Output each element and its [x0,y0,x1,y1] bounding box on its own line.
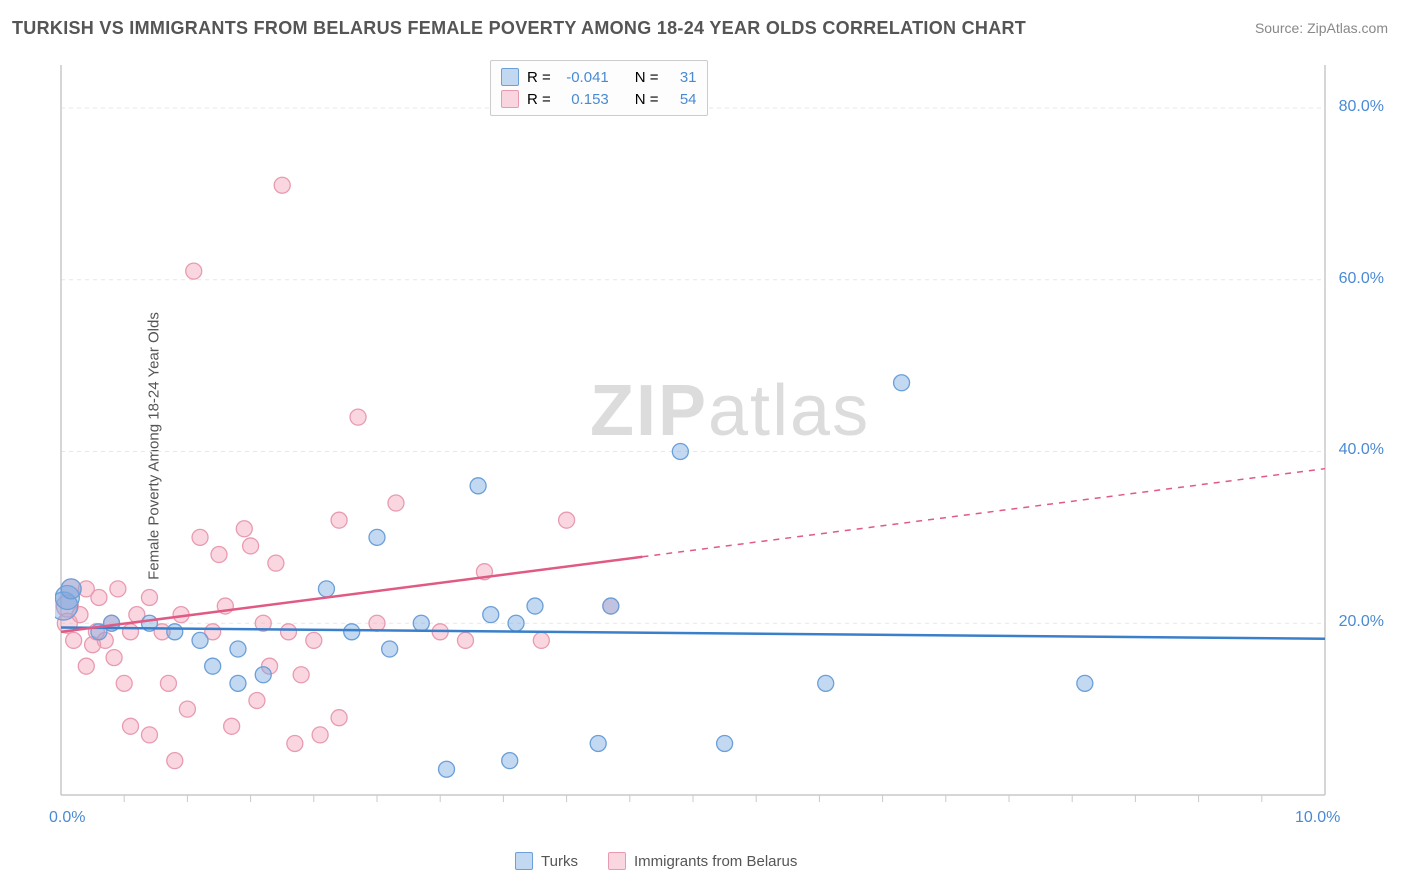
stats-row-belarus: R = 0.153 N = 54 [501,88,697,110]
r-value-belarus: 0.153 [559,91,609,108]
legend-item-belarus: Immigrants from Belarus [608,850,797,872]
swatch-turks [515,852,533,870]
legend-label-turks: Turks [541,853,578,870]
legend-item-turks: Turks [515,850,578,872]
n-value-belarus: 54 [667,91,697,108]
stats-row-turks: R = -0.041 N = 31 [501,66,697,88]
x-axis-max-label: 10.0% [1295,809,1340,827]
r-label: R = [527,91,551,108]
r-label: R = [527,69,551,86]
y-tick-label: 60.0% [1339,270,1384,288]
source-prefix: Source: [1255,20,1307,36]
stats-legend-box: R = -0.041 N = 31 R = 0.153 N = 54 [490,60,708,116]
source-link[interactable]: ZipAtlas.com [1307,20,1388,36]
y-tick-label: 20.0% [1339,613,1384,631]
swatch-turks [501,68,519,86]
series-legend: Turks Immigrants from Belarus [515,850,797,872]
n-value-turks: 31 [667,69,697,86]
correlation-chart: TURKISH VS IMMIGRANTS FROM BELARUS FEMAL… [0,0,1406,892]
swatch-belarus [501,90,519,108]
plot-area [55,55,1385,845]
y-tick-label: 40.0% [1339,441,1384,459]
chart-title: TURKISH VS IMMIGRANTS FROM BELARUS FEMAL… [12,18,1026,39]
source-attribution: Source: ZipAtlas.com [1255,20,1388,36]
r-value-turks: -0.041 [559,69,609,86]
y-tick-label: 80.0% [1339,98,1384,116]
x-axis-min-label: 0.0% [49,809,85,827]
n-label: N = [635,69,659,86]
swatch-belarus [608,852,626,870]
legend-label-belarus: Immigrants from Belarus [634,853,797,870]
n-label: N = [635,91,659,108]
